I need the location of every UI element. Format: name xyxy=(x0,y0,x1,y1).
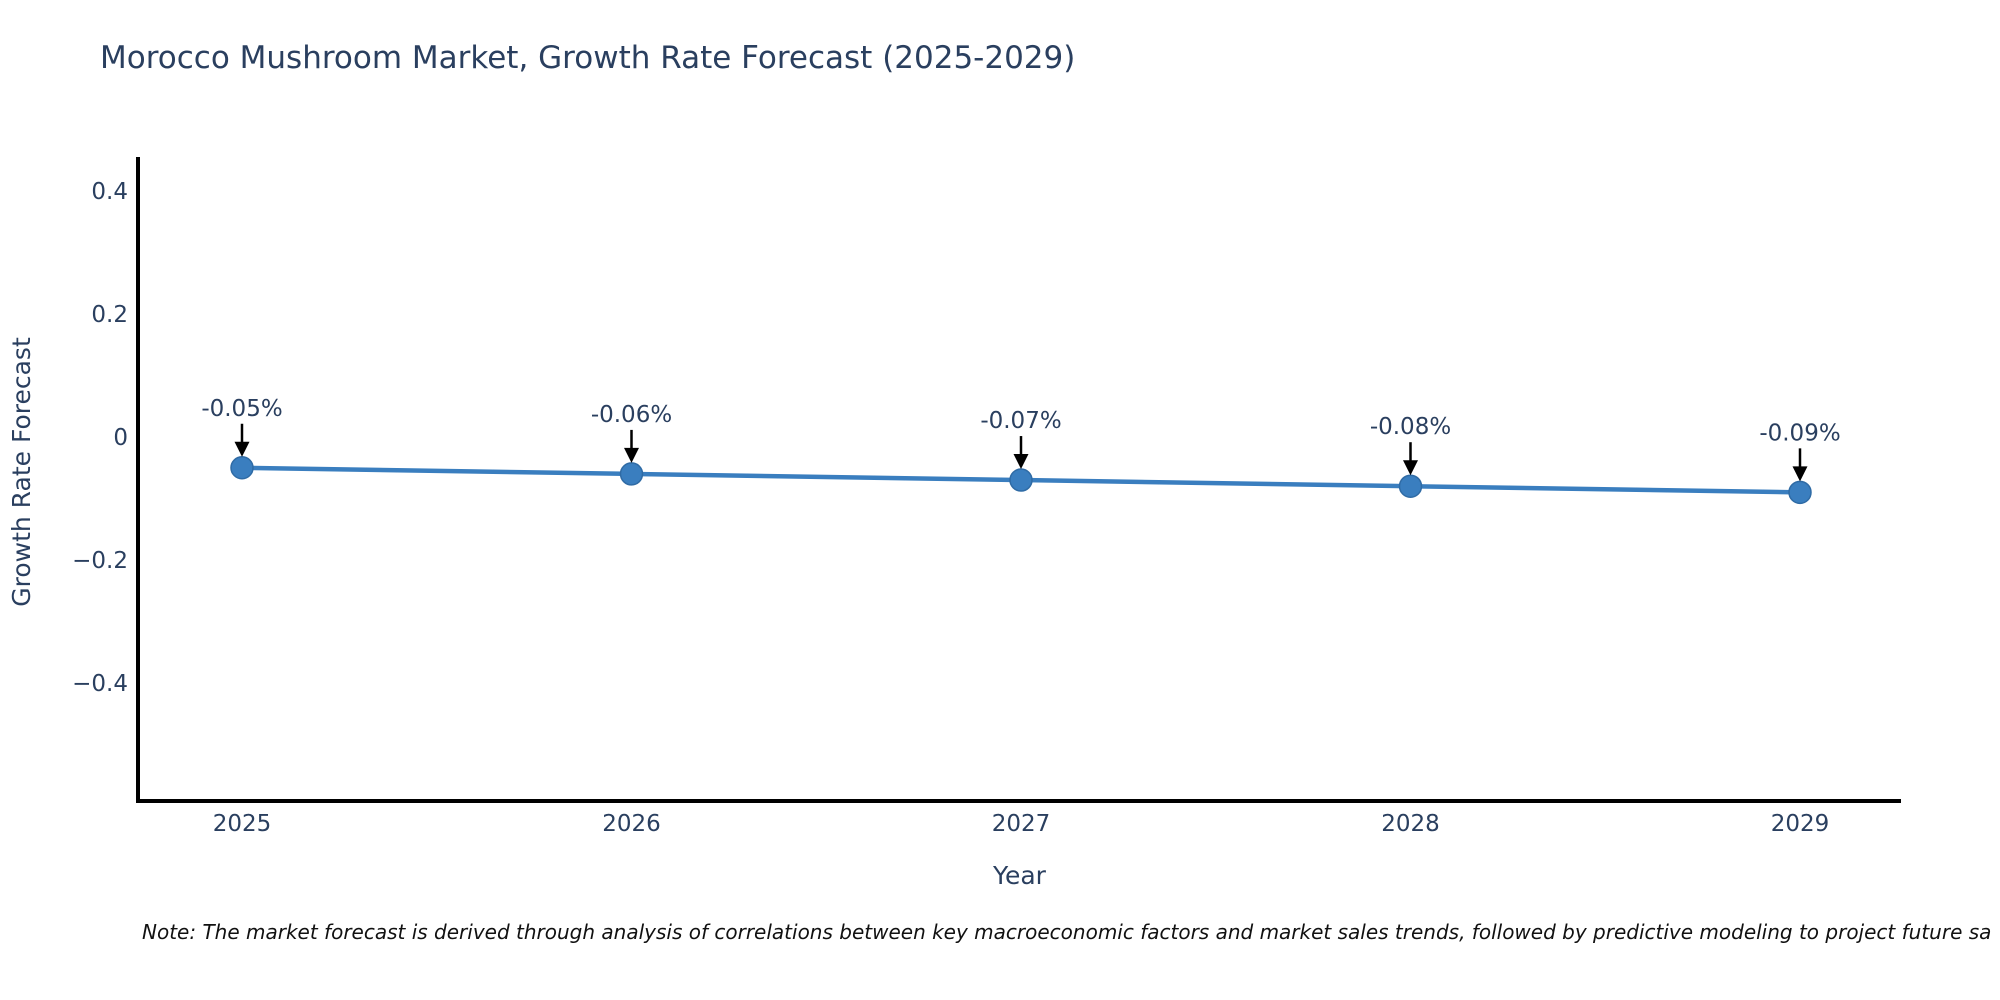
point-value-label: -0.06% xyxy=(591,402,672,428)
data-point-marker[interactable] xyxy=(1788,480,1812,505)
point-value-label: -0.07% xyxy=(980,408,1061,434)
y-tick-label: −0.2 xyxy=(72,548,128,574)
annotation-arrow-head xyxy=(234,441,250,457)
annotation-arrow-head xyxy=(1403,460,1418,476)
annotation-arrow-head xyxy=(1013,454,1029,470)
y-tick-label: 0 xyxy=(113,425,128,451)
chart-title: Morocco Mushroom Market, Growth Rate For… xyxy=(100,40,1076,76)
y-tick-label: 0.4 xyxy=(91,179,128,205)
data-point-marker[interactable] xyxy=(230,456,254,480)
y-tick-label: −0.4 xyxy=(72,671,128,697)
annotation-arrow-head xyxy=(1792,466,1808,482)
point-value-label: -0.08% xyxy=(1370,414,1451,440)
point-value-label: -0.09% xyxy=(1759,420,1840,446)
point-value-label: -0.05% xyxy=(201,396,282,422)
annotation-arrow-head xyxy=(624,447,639,463)
x-axis-title: Year xyxy=(992,861,1047,890)
data-point-marker[interactable] xyxy=(619,462,644,486)
x-tick-label: 2027 xyxy=(992,811,1051,837)
x-tick-label: 2026 xyxy=(602,811,661,837)
data-point-marker[interactable] xyxy=(1398,474,1423,498)
x-tick-label: 2025 xyxy=(213,811,272,837)
x-tick-label: 2028 xyxy=(1381,811,1440,837)
chart-footnote: Note: The market forecast is derived thr… xyxy=(142,920,1992,944)
data-point-marker[interactable] xyxy=(1009,468,1033,492)
y-axis-title: Growth Rate Forecast xyxy=(7,337,36,607)
y-tick-label: 0.2 xyxy=(91,302,128,328)
x-tick-label: 2029 xyxy=(1771,811,1830,837)
